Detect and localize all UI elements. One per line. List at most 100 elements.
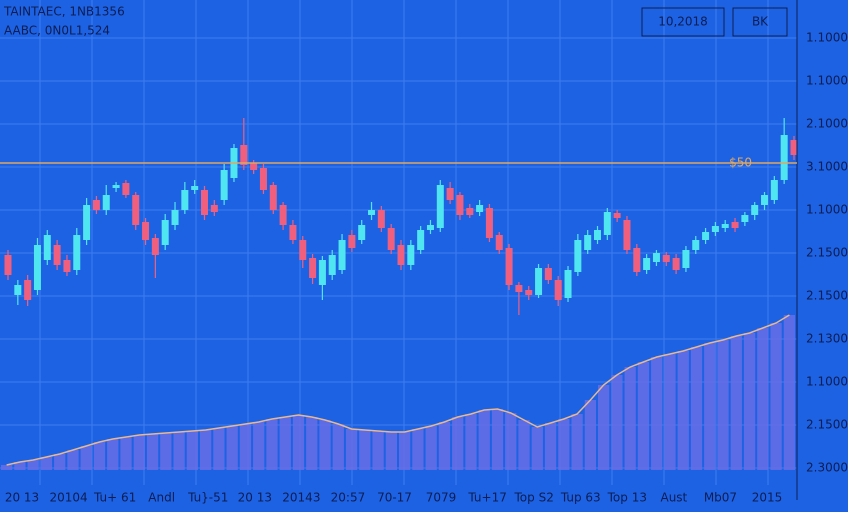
volume-bar	[239, 424, 252, 470]
candle-body	[358, 225, 366, 240]
volume-bar	[399, 432, 411, 470]
candle-body	[485, 208, 493, 238]
x-axis-label: 2015	[752, 491, 783, 505]
bk-button[interactable]	[732, 7, 788, 37]
candle-body	[299, 240, 307, 260]
volume-bar	[186, 431, 198, 470]
volume-bar	[438, 422, 451, 470]
candle-body	[751, 205, 759, 215]
candle-body	[672, 258, 680, 270]
candle-body	[643, 258, 651, 270]
candle-body	[594, 230, 601, 240]
volume-bar	[266, 419, 278, 470]
candle-body	[662, 255, 670, 262]
candle-body	[151, 238, 159, 255]
x-axis-label: Tup 63	[560, 491, 601, 505]
x-axis-label: 20143	[282, 491, 320, 505]
candle-body	[338, 240, 346, 270]
candle-body	[761, 195, 769, 205]
candle-body	[780, 135, 788, 180]
volume-bar	[93, 442, 106, 470]
volume-line	[6, 314, 790, 466]
volume-bar	[279, 417, 291, 470]
volume-bar	[677, 351, 689, 470]
volume-bar	[637, 362, 650, 470]
y-axis-label: 1.1000	[806, 31, 848, 45]
candle-body	[210, 205, 218, 212]
y-axis-label: 2.1300	[806, 332, 848, 346]
candle-body	[584, 235, 592, 250]
volume-bar	[80, 446, 92, 470]
candle-body	[132, 195, 140, 225]
candle-body	[554, 280, 562, 300]
volume-bar	[690, 347, 703, 470]
candle-body	[544, 268, 552, 280]
x-axis-label: Top 13	[607, 491, 647, 505]
candle-body	[770, 180, 778, 200]
date-button[interactable]	[641, 7, 725, 37]
candle-body	[682, 250, 690, 268]
date-button-label[interactable]: 10,2018	[658, 15, 708, 29]
volume-bar	[253, 422, 265, 470]
candle-body	[702, 232, 710, 240]
y-axis-label: 1.1000	[806, 375, 848, 389]
candle-body	[269, 185, 277, 210]
candle-body	[426, 225, 434, 230]
candle-body	[309, 258, 317, 278]
candle-body	[515, 285, 523, 292]
candle-body	[397, 245, 405, 265]
candle-body	[466, 208, 474, 215]
candle-body	[603, 212, 611, 235]
candle-body	[14, 285, 22, 295]
candle-body	[289, 225, 297, 240]
reference-label: $50	[729, 156, 752, 170]
candle-body	[171, 210, 179, 225]
x-axis-label: Tu}-51	[187, 491, 228, 505]
candle-body	[112, 185, 120, 188]
volume-bar	[120, 437, 132, 470]
candle-body	[387, 228, 395, 250]
grid	[0, 0, 797, 485]
volume-bar	[107, 439, 119, 470]
candle-body	[24, 280, 32, 300]
volume-bar	[558, 419, 570, 470]
candle-body	[73, 235, 81, 270]
candle-body	[102, 195, 110, 210]
candle-body	[53, 245, 61, 265]
candle-body	[318, 260, 326, 285]
volume-bar	[571, 414, 583, 470]
candle-body	[220, 170, 228, 200]
candle-body	[368, 210, 376, 215]
bk-button-label[interactable]: BK	[752, 15, 769, 29]
candle-body	[692, 240, 700, 250]
volume-bar	[664, 354, 676, 470]
volume-bar	[385, 432, 397, 470]
y-axis-label: 2.1500	[806, 289, 848, 303]
volume-bar	[359, 430, 371, 470]
candle-body	[181, 190, 189, 210]
x-axis-label: 20104	[49, 491, 87, 505]
candle-body	[122, 183, 130, 195]
volume-bar	[200, 430, 212, 470]
candle-body	[633, 248, 641, 272]
volume-bar	[651, 357, 663, 470]
y-axis-label: 2.1500	[806, 246, 848, 260]
candle-body	[377, 210, 385, 228]
volume-bar	[40, 457, 53, 470]
candle-body	[142, 222, 150, 240]
x-axis-label: 20 13	[238, 491, 272, 505]
volume-bar	[226, 426, 238, 470]
x-axis-label: 20:57	[331, 491, 366, 505]
candle-body	[505, 248, 513, 285]
candle-body	[574, 240, 582, 272]
candle-body	[623, 220, 631, 250]
candle-body	[259, 168, 267, 190]
candle-body	[348, 235, 356, 248]
candle-body	[328, 255, 336, 275]
candle-body	[201, 190, 208, 215]
candle-body	[63, 260, 71, 272]
x-axis-label: Tu+ 61	[93, 491, 136, 505]
volume-bar	[173, 432, 185, 470]
volume-bar	[611, 375, 623, 470]
